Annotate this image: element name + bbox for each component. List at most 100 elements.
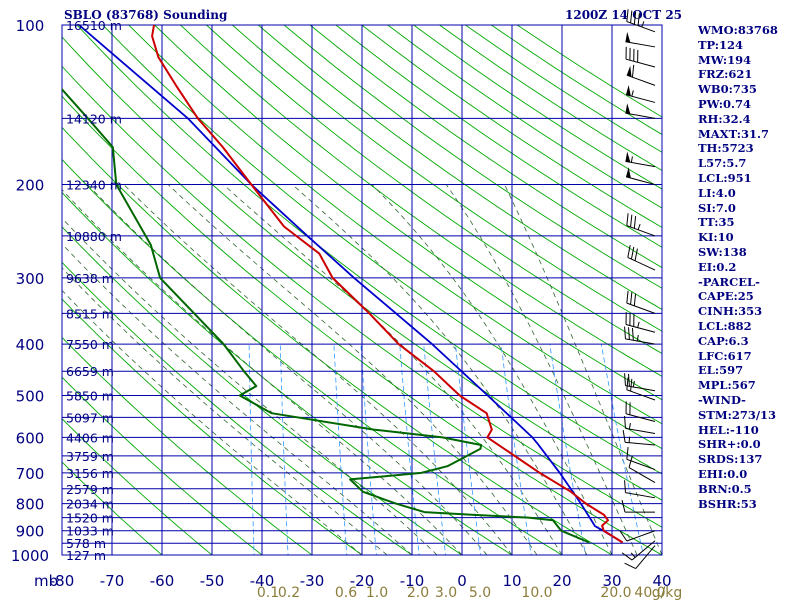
height-label: 14120 m [66, 111, 122, 126]
temperature-tick-label: -80 [50, 572, 75, 590]
index-item: BSHR:53 [698, 496, 757, 511]
wind-barbs [619, 9, 656, 570]
wind-barb-flag [624, 562, 636, 570]
height-label: 5097 m [66, 410, 114, 425]
dry-adiabat [62, 36, 662, 501]
wind-barb [625, 46, 656, 68]
wind-barb-flag [628, 455, 633, 468]
wind-barb-staff [625, 492, 656, 499]
dry-adiabat [62, 158, 563, 555]
wind-barb-staff [625, 160, 656, 168]
index-item: SRDS:137 [698, 452, 763, 467]
index-item: -WIND- [698, 392, 746, 407]
dry-adiabat [62, 418, 213, 555]
wind-barb-flag [624, 326, 626, 339]
dry-adiabat [257, 25, 662, 311]
index-item: EL:597 [698, 363, 744, 378]
wind-barb-staff [625, 41, 656, 48]
wind-barb-half-flag [630, 156, 633, 163]
temperature-tick-label: -10 [400, 572, 425, 590]
dry-adiabat [62, 261, 413, 555]
height-label: 7550 m [66, 337, 114, 352]
wind-barb [624, 545, 656, 570]
mixing-ratio-line [600, 344, 644, 555]
wind-barb-half-flag [632, 380, 635, 388]
wind-barb-flag [627, 245, 631, 258]
wind-barb-flag [630, 292, 633, 305]
wind-barb-flag [628, 327, 630, 340]
wind-barb-staff [625, 112, 656, 119]
index-item: LCL:882 [698, 318, 752, 333]
wind-barb-flag [624, 373, 626, 386]
temperature-tick-label: 30 [602, 572, 621, 590]
wind-barb [624, 480, 656, 499]
height-label: 3759 m [66, 449, 114, 464]
dewpoint-trace [62, 87, 590, 544]
index-item: WMO:83768 [698, 23, 778, 37]
wind-barb-pennant [625, 31, 631, 43]
wind-barb-half-flag [630, 552, 636, 558]
moist-adiabat [371, 184, 613, 555]
moist-adiabat [62, 217, 438, 555]
wind-barb-flag [630, 246, 635, 260]
indices-panel: WMO:83768 TP:124 MW:194 FRZ:621 WB0:735 PW:0.… [698, 23, 798, 511]
wind-barb-half-flag [631, 90, 634, 97]
index-item: SW:138 [698, 244, 747, 259]
dry-adiabat [62, 65, 662, 528]
pressure-tick-label: 100 [16, 17, 45, 35]
wind-barb-pennant [625, 151, 631, 163]
mixing-ratio-unit: g/kg [652, 585, 683, 600]
wind-barb-flag [628, 373, 630, 387]
wind-barb-half-flag [637, 321, 640, 328]
wind-barb-half-flag [628, 436, 631, 443]
wind-barb-flag [622, 430, 626, 443]
wind-barb-flag [633, 216, 637, 229]
wind-barb [621, 499, 655, 513]
wind-barb [624, 415, 656, 435]
wind-barb [625, 151, 656, 168]
wind-barb [624, 326, 656, 345]
wind-barb-staff [625, 441, 656, 446]
wind-barb [626, 446, 656, 471]
profile-lines [62, 25, 624, 544]
wind-barb-staff [626, 389, 656, 401]
index-item: MAXT:31.7 [698, 126, 769, 141]
height-label: 127 m [66, 548, 106, 563]
wind-barb-half-flag [636, 334, 639, 342]
index-item: CAP:6.3 [698, 333, 749, 348]
pressure-tick-label: 400 [16, 336, 45, 354]
wind-barb [625, 401, 656, 423]
height-label: 2579 m [66, 482, 114, 497]
pressure-tick-label: 200 [16, 177, 45, 195]
wind-barb-flag [626, 446, 629, 460]
height-label: 5850 m [66, 388, 114, 403]
wind-barb-flag [630, 10, 633, 23]
wind-barb-flag [621, 552, 633, 561]
wind-barb-pennant [625, 103, 631, 114]
wind-barb [626, 213, 656, 237]
wind-barb-flag [626, 377, 629, 390]
temperature-tick-label: 40 [652, 572, 671, 590]
height-label: 12340 m [66, 178, 122, 193]
index-item: -PARCEL- [698, 274, 760, 289]
pressure-tick-label: 300 [16, 270, 45, 288]
wind-barb-pennant [626, 85, 631, 96]
wind-barb [628, 455, 656, 483]
index-item: HEL:-110 [698, 422, 759, 437]
dry-adiabat [62, 226, 463, 555]
height-label: 1033 m [66, 524, 114, 539]
index-item: MW:194 [698, 52, 752, 67]
wind-barb-flag [619, 530, 628, 542]
index-item: KI:10 [698, 230, 734, 245]
mixing-ratio-line [549, 344, 587, 555]
wind-barb [621, 540, 656, 561]
pressure-tick-label: 700 [16, 465, 45, 483]
wind-barb [625, 312, 656, 333]
wind-barb-pennant [626, 167, 631, 179]
wind-barb-flag [626, 290, 629, 304]
mixing-ratio-label: 20.0 [600, 585, 631, 600]
mixing-ratio-line [248, 344, 255, 555]
mixing-ratio-line [399, 344, 420, 555]
dry-adiabat [62, 376, 263, 555]
wind-barb-staff [625, 324, 656, 333]
